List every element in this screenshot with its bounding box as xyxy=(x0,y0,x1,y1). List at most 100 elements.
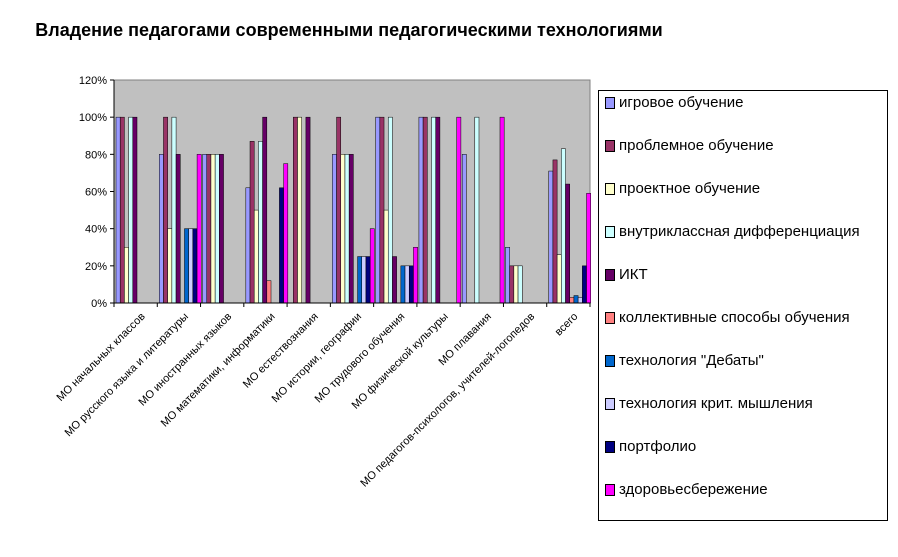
bar xyxy=(344,154,350,304)
bar xyxy=(184,228,189,304)
legend-label: ИКТ xyxy=(619,266,648,283)
bar xyxy=(513,265,519,304)
legend-label: проектное обучение xyxy=(619,180,761,197)
bar xyxy=(383,209,389,304)
bar xyxy=(369,228,375,304)
bar xyxy=(582,265,587,304)
bar xyxy=(266,280,272,304)
bar xyxy=(392,256,397,304)
bar xyxy=(206,154,212,304)
bar xyxy=(293,116,298,304)
legend-swatch xyxy=(605,97,615,109)
bar xyxy=(124,247,129,304)
bar xyxy=(348,154,354,304)
x-tick-label: всего xyxy=(553,311,581,339)
bar xyxy=(202,154,207,304)
bar xyxy=(552,159,558,304)
bar xyxy=(167,228,173,304)
legend-swatch xyxy=(605,484,615,496)
bar xyxy=(561,148,566,304)
legend-swatch xyxy=(605,355,615,367)
bar xyxy=(569,297,575,304)
bar xyxy=(375,116,381,304)
bar xyxy=(408,265,414,304)
bar xyxy=(159,154,164,304)
bar xyxy=(245,187,251,304)
bar xyxy=(456,116,462,304)
legend-label: здоровьесбережение xyxy=(619,481,768,498)
bar xyxy=(132,116,138,304)
x-tick-label: МО трудового обучения xyxy=(313,311,408,406)
bar xyxy=(357,256,363,304)
bar xyxy=(258,141,263,304)
bar xyxy=(192,228,198,304)
bar xyxy=(379,116,385,304)
bar xyxy=(361,256,367,304)
legend-label: игровое обучение xyxy=(619,94,744,111)
legend-label: портфолио xyxy=(619,438,697,455)
bar xyxy=(332,154,337,304)
legend-swatch xyxy=(605,441,615,453)
chart-title: Владение педагогами современными педагог… xyxy=(35,20,663,40)
legend-label: внутриклассная дифференциация xyxy=(619,223,860,240)
bar xyxy=(509,265,515,304)
bar xyxy=(431,116,436,304)
bar xyxy=(404,265,410,304)
bar xyxy=(413,247,418,304)
legend-swatch xyxy=(605,183,615,195)
bar xyxy=(171,116,177,304)
x-tick-label: МО истории, географии xyxy=(270,311,364,405)
bar xyxy=(517,265,523,304)
bar xyxy=(249,141,255,304)
bar xyxy=(336,116,342,304)
chart-legend: игровое обучение проблемное обучение проек… xyxy=(598,90,888,521)
y-tick-label: 40% xyxy=(85,224,107,236)
bar xyxy=(422,116,428,304)
bar xyxy=(400,265,406,304)
bar xyxy=(418,116,424,304)
bar xyxy=(556,254,562,304)
legend-swatch xyxy=(605,140,615,152)
y-tick-label: 0% xyxy=(91,298,107,310)
y-tick-label: 80% xyxy=(85,149,107,161)
bar xyxy=(119,116,125,304)
bar xyxy=(577,297,583,304)
bar xyxy=(435,116,441,304)
legend-swatch xyxy=(605,312,615,324)
legend-swatch xyxy=(605,398,615,410)
legend-label: технология крит. мышления xyxy=(619,395,813,412)
bar xyxy=(210,154,216,304)
bar xyxy=(196,154,202,304)
bar xyxy=(461,154,467,304)
bar xyxy=(128,116,134,304)
y-tick-label: 60% xyxy=(85,187,107,199)
bar xyxy=(283,163,289,304)
legend-label: проблемное обучение xyxy=(619,137,774,154)
bar xyxy=(175,154,181,304)
y-tick-label: 100% xyxy=(79,112,107,124)
bar xyxy=(214,154,220,304)
bar xyxy=(340,154,346,304)
x-tick-label: МО естествознания xyxy=(241,311,321,391)
bar xyxy=(505,247,510,304)
y-tick-label: 20% xyxy=(85,261,107,273)
bar xyxy=(279,187,284,304)
bar xyxy=(297,116,302,304)
bar xyxy=(188,228,194,304)
bar xyxy=(548,170,554,304)
bar xyxy=(115,116,121,304)
legend-label: технология "Дебаты" xyxy=(619,352,764,369)
bar xyxy=(305,116,311,304)
bar xyxy=(163,116,168,304)
bar xyxy=(586,193,591,304)
legend-swatch xyxy=(605,226,615,238)
legend-label: коллективные способы обучения xyxy=(619,309,850,326)
bar xyxy=(365,256,371,304)
bar xyxy=(219,154,224,304)
bar xyxy=(474,116,480,304)
bar xyxy=(262,116,268,304)
bar xyxy=(573,295,579,304)
x-tick-label: МО начальных классов xyxy=(55,311,148,404)
y-tick-label: 120% xyxy=(79,75,107,87)
bar xyxy=(253,209,259,304)
